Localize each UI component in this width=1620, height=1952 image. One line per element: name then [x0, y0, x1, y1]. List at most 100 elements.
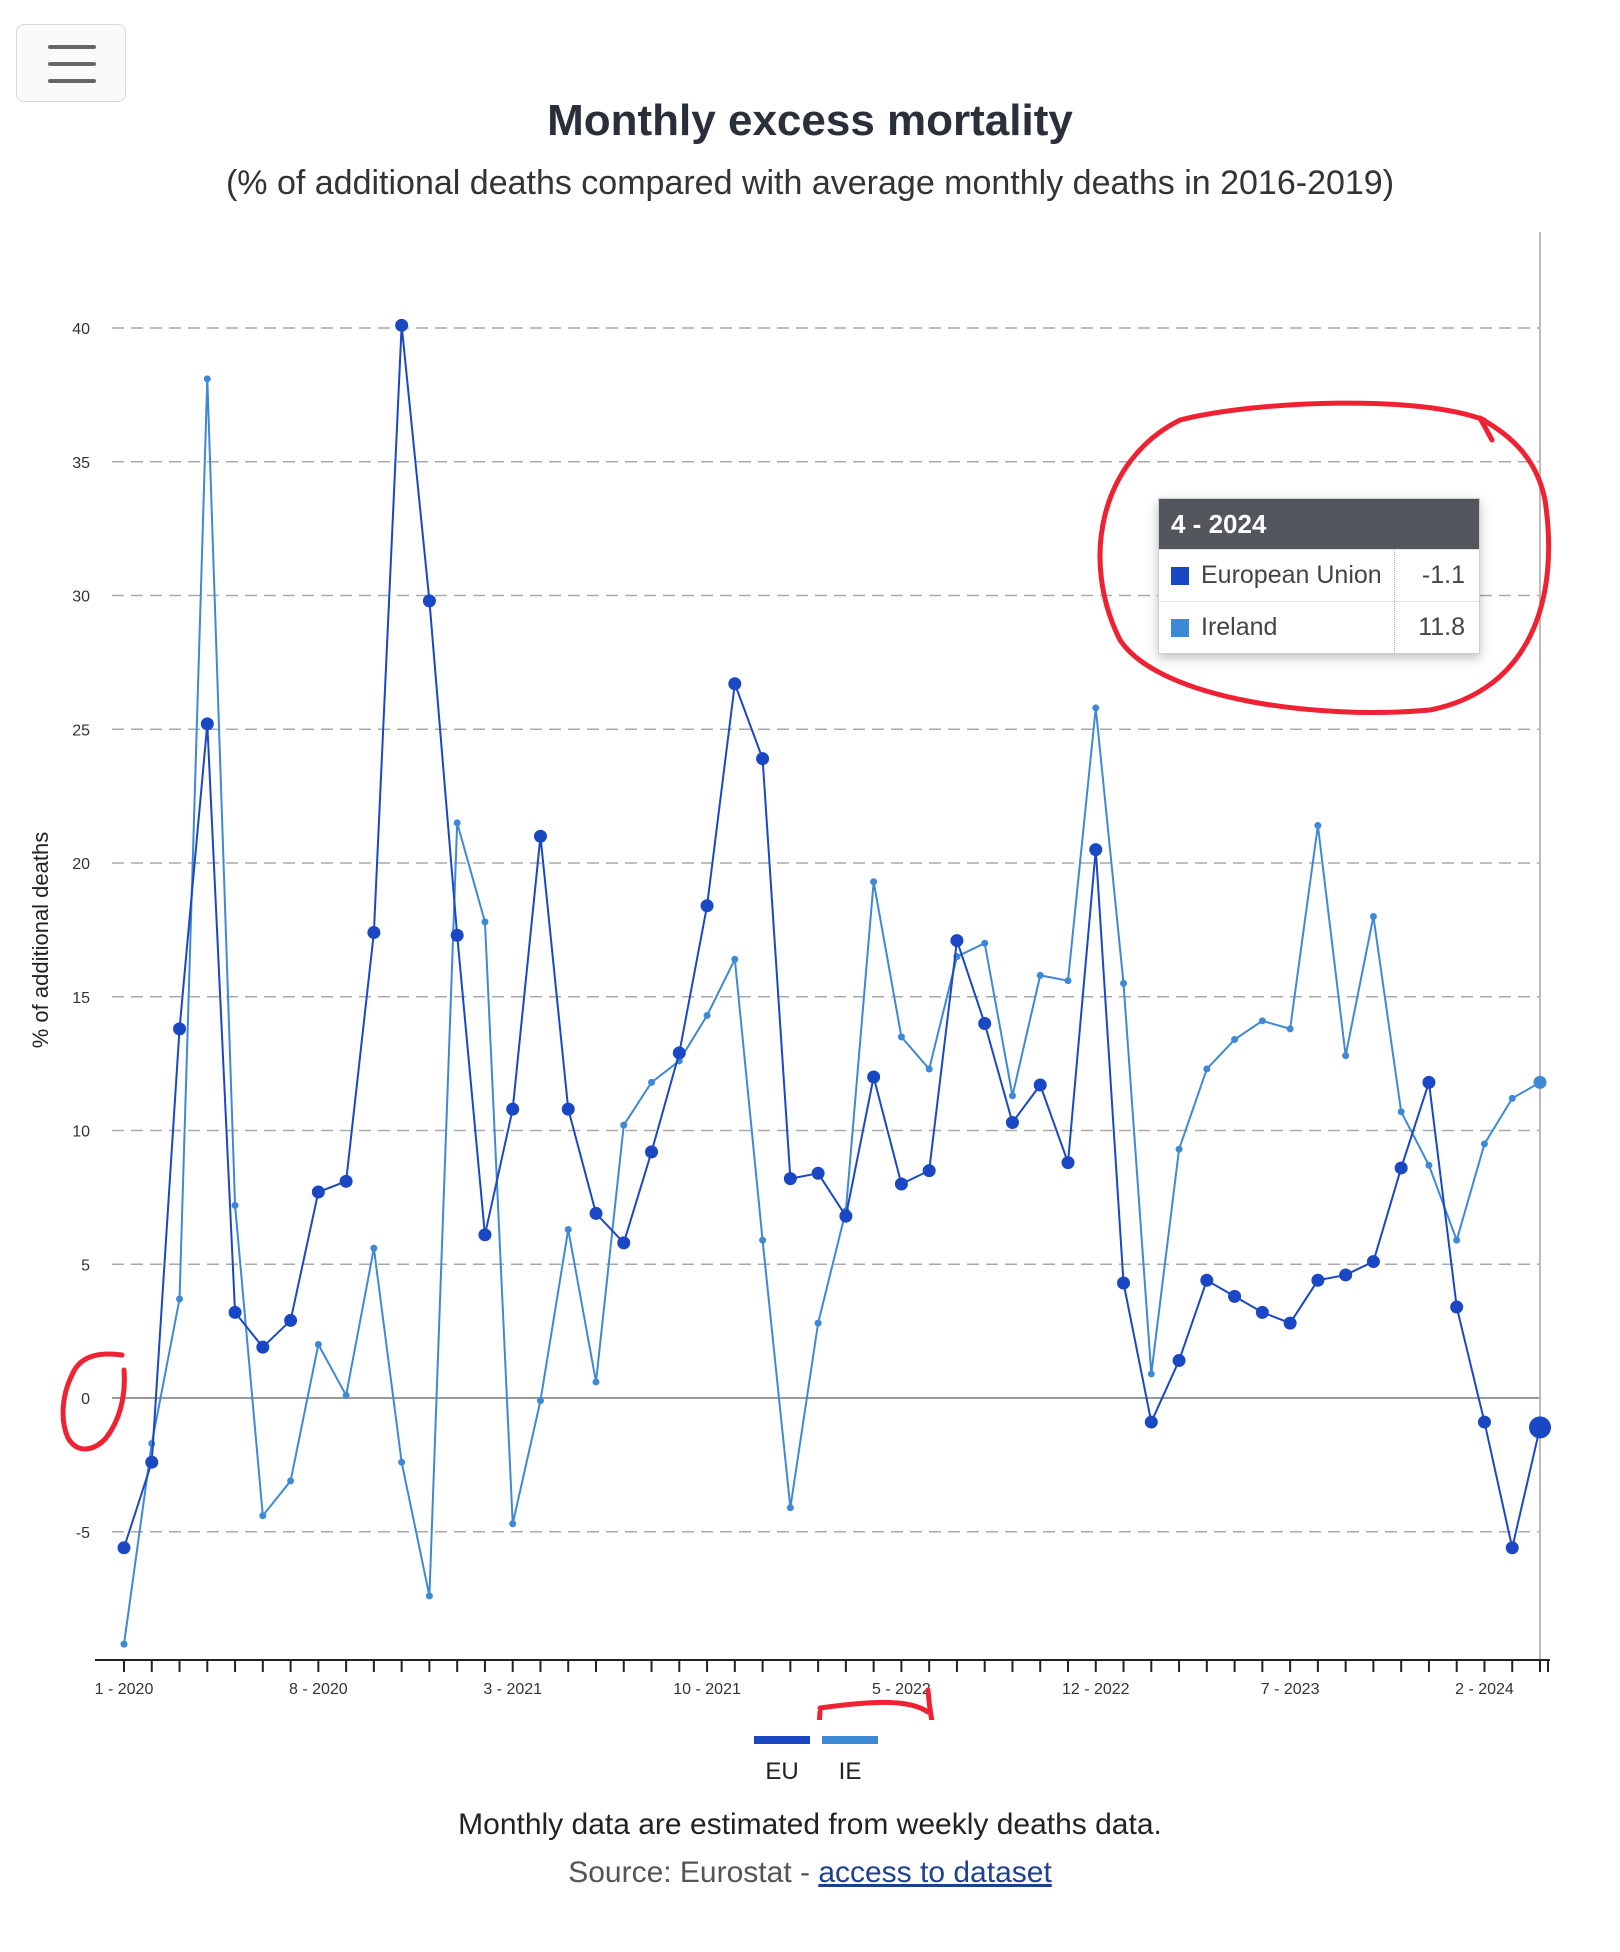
data-point-eu[interactable] [506, 1102, 520, 1116]
data-point-eu[interactable] [783, 1172, 797, 1186]
data-point-eu[interactable] [561, 1102, 575, 1116]
data-point-ie[interactable] [203, 375, 211, 383]
data-point-ie[interactable] [287, 1477, 295, 1485]
data-point-eu[interactable] [117, 1541, 131, 1555]
data-point-eu[interactable] [1311, 1273, 1325, 1287]
data-point-eu[interactable] [1505, 1541, 1519, 1555]
data-point-ie[interactable] [564, 1225, 572, 1233]
data-point-ie[interactable] [592, 1378, 600, 1386]
data-point-eu[interactable] [645, 1145, 659, 1159]
excess-mortality-chart[interactable]: -5 0 5 10 15 20 25 30 35 40 1 - 2020 8 - 2020 3 - 20… [0, 220, 1620, 1720]
data-point-eu[interactable] [1005, 1115, 1019, 1129]
data-point-eu[interactable] [478, 1228, 492, 1242]
data-point-eu[interactable] [1366, 1255, 1380, 1269]
data-point-eu[interactable] [1450, 1300, 1464, 1314]
data-point-ie[interactable] [120, 1640, 128, 1648]
data-point-eu[interactable] [395, 318, 409, 332]
data-point-ie[interactable] [1231, 1036, 1239, 1044]
data-point-ie[interactable] [342, 1391, 350, 1399]
data-point-ie[interactable] [1175, 1145, 1183, 1153]
legend-item-eu[interactable]: EU [742, 1736, 822, 1786]
data-point-eu[interactable] [1339, 1268, 1353, 1282]
data-point-ie[interactable] [786, 1504, 794, 1512]
data-point-ie[interactable] [703, 1011, 711, 1019]
menu-button[interactable] [16, 24, 126, 102]
data-point-eu[interactable] [1422, 1075, 1436, 1089]
data-point-eu[interactable] [422, 594, 436, 608]
data-point-eu[interactable] [894, 1177, 908, 1191]
data-point-eu[interactable] [700, 899, 714, 913]
data-point-ie[interactable] [176, 1295, 184, 1303]
data-point-ie[interactable] [1533, 1075, 1547, 1089]
data-point-ie[interactable] [1314, 822, 1322, 830]
data-point-eu[interactable] [1477, 1415, 1491, 1429]
data-point-eu[interactable] [173, 1022, 187, 1036]
data-point-ie[interactable] [1342, 1052, 1350, 1060]
data-point-eu[interactable] [617, 1236, 631, 1250]
data-point-eu[interactable] [867, 1070, 881, 1084]
data-point-ie[interactable] [1036, 971, 1044, 979]
data-point-ie[interactable] [814, 1319, 822, 1327]
data-point-eu[interactable] [950, 934, 964, 948]
data-point-eu[interactable] [672, 1046, 686, 1060]
data-point-ie[interactable] [1258, 1017, 1266, 1025]
data-point-eu[interactable] [978, 1017, 992, 1030]
dataset-link[interactable]: access to dataset [818, 1856, 1052, 1889]
data-point-ie[interactable] [925, 1065, 933, 1073]
data-point-ie[interactable] [1286, 1025, 1294, 1033]
data-point-eu[interactable] [839, 1209, 853, 1223]
data-point-ie[interactable] [453, 819, 461, 827]
data-point-ie[interactable] [897, 1033, 905, 1041]
data-point-eu[interactable] [1529, 1416, 1551, 1439]
data-point-ie[interactable] [481, 918, 489, 926]
data-point-ie[interactable] [148, 1439, 156, 1447]
legend-item-ie[interactable]: IE [810, 1736, 890, 1786]
data-point-ie[interactable] [398, 1458, 406, 1466]
data-point-ie[interactable] [1480, 1140, 1488, 1148]
data-point-ie[interactable] [1092, 704, 1100, 712]
data-point-ie[interactable] [1008, 1092, 1016, 1100]
data-point-eu[interactable] [728, 677, 742, 691]
data-point-ie[interactable] [731, 955, 739, 963]
data-point-eu[interactable] [367, 926, 381, 940]
data-point-ie[interactable] [370, 1244, 378, 1252]
data-point-eu[interactable] [256, 1340, 270, 1354]
data-point-eu[interactable] [1200, 1273, 1214, 1287]
data-point-eu[interactable] [1144, 1415, 1158, 1429]
data-point-eu[interactable] [1172, 1354, 1186, 1368]
data-point-ie[interactable] [509, 1520, 517, 1528]
data-point-ie[interactable] [620, 1121, 628, 1129]
data-point-eu[interactable] [200, 717, 214, 731]
data-point-eu[interactable] [284, 1313, 298, 1327]
data-point-ie[interactable] [1397, 1108, 1405, 1116]
data-point-ie[interactable] [425, 1592, 433, 1600]
data-point-eu[interactable] [533, 829, 547, 843]
data-point-ie[interactable] [648, 1078, 656, 1086]
data-point-ie[interactable] [231, 1201, 239, 1209]
data-point-eu[interactable] [311, 1185, 325, 1199]
data-point-ie[interactable] [1508, 1094, 1516, 1102]
data-point-ie[interactable] [1120, 979, 1128, 987]
data-point-ie[interactable] [1147, 1370, 1155, 1378]
data-point-eu[interactable] [756, 752, 770, 766]
data-point-ie[interactable] [1453, 1236, 1461, 1244]
data-point-eu[interactable] [811, 1166, 825, 1180]
data-point-eu[interactable] [1394, 1161, 1408, 1175]
data-point-ie[interactable] [1203, 1065, 1211, 1073]
data-point-ie[interactable] [536, 1397, 544, 1405]
data-point-ie[interactable] [314, 1341, 322, 1348]
data-point-ie[interactable] [981, 939, 989, 947]
data-point-ie[interactable] [1064, 977, 1072, 985]
data-point-eu[interactable] [1283, 1316, 1297, 1330]
data-point-eu[interactable] [339, 1174, 353, 1188]
data-point-eu[interactable] [1089, 843, 1103, 857]
data-point-ie[interactable] [759, 1236, 767, 1244]
data-point-eu[interactable] [1255, 1305, 1269, 1319]
data-point-eu[interactable] [145, 1455, 159, 1469]
data-point-eu[interactable] [1228, 1289, 1242, 1303]
data-point-ie[interactable] [259, 1512, 267, 1520]
data-point-eu[interactable] [1061, 1156, 1075, 1170]
data-point-eu[interactable] [922, 1164, 936, 1178]
data-point-eu[interactable] [1033, 1078, 1047, 1092]
data-point-eu[interactable] [450, 928, 464, 942]
